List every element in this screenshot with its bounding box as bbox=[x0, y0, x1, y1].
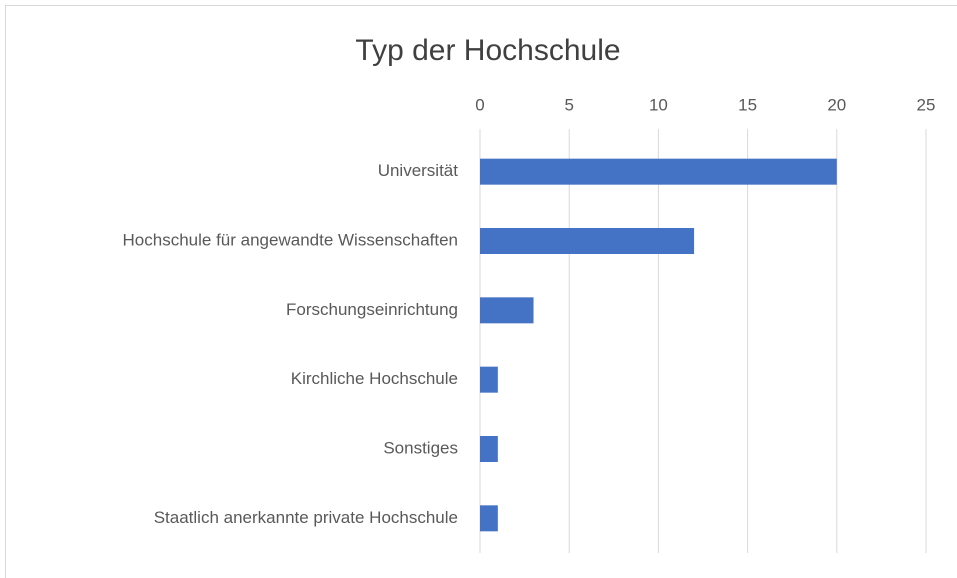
bar bbox=[480, 228, 695, 254]
x-tick-label: 10 bbox=[649, 95, 668, 114]
bar bbox=[480, 366, 498, 393]
y-tick-label: Forschungseinrichtung bbox=[286, 300, 458, 319]
chart-border bbox=[5, 5, 957, 578]
x-tick-label: 5 bbox=[564, 95, 573, 114]
y-tick-label: Kirchliche Hochschule bbox=[291, 369, 458, 388]
x-tick-label: 25 bbox=[917, 95, 936, 114]
y-tick-label: Sonstiges bbox=[383, 438, 458, 457]
bar bbox=[480, 505, 498, 532]
bar bbox=[480, 436, 498, 462]
x-tick-label: 0 bbox=[475, 95, 484, 114]
x-tick-label: 15 bbox=[738, 95, 757, 114]
bar bbox=[480, 158, 837, 185]
chart-title: Typ der Hochschule bbox=[355, 34, 620, 67]
bar bbox=[480, 297, 534, 324]
y-tick-label: Staatlich anerkannte private Hochschule bbox=[154, 508, 458, 527]
y-tick-label: Universität bbox=[378, 161, 459, 180]
x-tick-label: 20 bbox=[827, 95, 846, 114]
y-tick-label: Hochschule für angewandte Wissenschaften bbox=[123, 230, 458, 249]
